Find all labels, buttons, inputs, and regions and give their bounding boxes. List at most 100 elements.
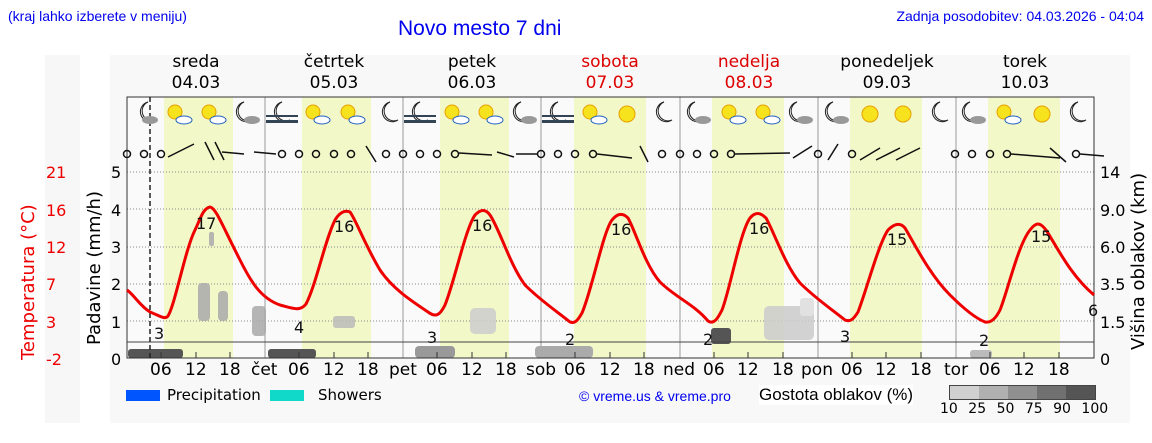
cloud-tick: 3.5 bbox=[1100, 275, 1126, 294]
density-swatch bbox=[1008, 386, 1037, 399]
svg-text:15: 15 bbox=[1031, 227, 1051, 246]
sun-icon bbox=[618, 105, 636, 123]
moon-cloud-icon bbox=[788, 101, 813, 124]
moon-icon bbox=[931, 101, 949, 123]
hour-label: 12 bbox=[185, 360, 207, 380]
cloud-density-label: Gostota oblakov (%) bbox=[759, 385, 914, 405]
precip-tick: 1 bbox=[111, 313, 122, 332]
day-short-label: pon bbox=[801, 360, 833, 380]
cloud-tick: 14 bbox=[1100, 163, 1121, 182]
cloud-density-scale bbox=[949, 385, 1096, 400]
hour-label: 12 bbox=[875, 360, 897, 380]
hour-label: 18 bbox=[910, 360, 932, 380]
hour-label: 06 bbox=[150, 360, 172, 380]
day-separators bbox=[264, 97, 957, 358]
sun-cloud-icon bbox=[167, 104, 193, 125]
svg-text:3: 3 bbox=[427, 328, 437, 347]
density-swatch bbox=[1066, 386, 1095, 399]
sun-icon bbox=[861, 105, 879, 123]
cloud-density-ticks: 10 25 50 75 90 100 bbox=[940, 401, 1109, 417]
day-header: petek 06.03 bbox=[447, 52, 497, 93]
weather-icons bbox=[139, 101, 1087, 125]
moon-icon bbox=[1069, 101, 1087, 123]
low-cloud-band bbox=[128, 328, 992, 358]
wind-barbs bbox=[122, 141, 1105, 163]
temp-labels: 3 17 4 16 3 16 2 16 2 16 3 15 2 15 6 bbox=[154, 214, 1098, 350]
credit-link[interactable]: © vreme.us & vreme.pro bbox=[579, 388, 731, 404]
temp-tick: 7 bbox=[46, 275, 57, 294]
temp-axis-panel bbox=[45, 55, 80, 423]
svg-text:16: 16 bbox=[472, 216, 492, 235]
cloud-blobs bbox=[198, 232, 814, 340]
density-swatch bbox=[979, 386, 1008, 399]
sun-icon bbox=[1033, 105, 1051, 123]
precipitation-swatch bbox=[126, 390, 160, 401]
svg-text:6: 6 bbox=[1088, 301, 1098, 320]
hour-label: 06 bbox=[841, 360, 863, 380]
last-update: Zadnja posodobitev: 04.03.2026 - 04:04 bbox=[896, 8, 1144, 24]
sun-cloud-icon bbox=[305, 104, 331, 125]
page-title: Novo mesto 7 dni bbox=[398, 17, 562, 40]
svg-text:2: 2 bbox=[979, 331, 989, 350]
hour-label: 12 bbox=[599, 360, 621, 380]
moon-cloud-icon bbox=[824, 101, 849, 124]
hour-label: 18 bbox=[495, 360, 517, 380]
sun-cloud-icon bbox=[755, 104, 781, 125]
moon-fog-icon bbox=[266, 101, 298, 123]
showers-legend-label: Showers bbox=[318, 386, 382, 404]
day-header: ponedeljek 09.03 bbox=[840, 52, 934, 93]
sun-cloud-icon bbox=[201, 104, 227, 125]
hour-label: 06 bbox=[979, 360, 1001, 380]
region-hint[interactable]: (kraj lahko izberete v meniju) bbox=[8, 8, 187, 24]
hour-ticks bbox=[160, 352, 1060, 358]
day-header: četrtek 05.03 bbox=[303, 52, 365, 93]
sun-cloud-icon bbox=[996, 104, 1022, 125]
sun-cloud-icon bbox=[582, 104, 608, 125]
gridlines bbox=[127, 171, 1094, 322]
hour-label: 12 bbox=[1013, 360, 1035, 380]
hour-label: 18 bbox=[357, 360, 379, 380]
day-short-label: pet bbox=[389, 360, 417, 380]
showers-swatch bbox=[270, 390, 304, 401]
cloud-tick: 1.5 bbox=[1100, 313, 1126, 332]
moon-icon bbox=[381, 101, 399, 123]
density-swatch bbox=[1037, 386, 1066, 399]
sun-icon bbox=[894, 105, 912, 123]
day-short-label: sob bbox=[526, 360, 557, 380]
hour-label: 12 bbox=[737, 360, 759, 380]
precip-tick: 5 bbox=[111, 163, 122, 182]
moon-cloud-icon bbox=[235, 101, 260, 124]
precip-tick: 4 bbox=[111, 201, 122, 220]
svg-text:3: 3 bbox=[840, 327, 850, 346]
moon-cloud-icon bbox=[961, 101, 986, 124]
hour-label: 06 bbox=[426, 360, 448, 380]
density-swatch bbox=[950, 386, 979, 399]
hour-label: 18 bbox=[633, 360, 655, 380]
svg-text:16: 16 bbox=[749, 219, 769, 238]
day-header: torek 10.03 bbox=[1000, 52, 1050, 93]
hour-label: 12 bbox=[461, 360, 483, 380]
day-header: nedelja 08.03 bbox=[717, 52, 781, 93]
hour-label: 06 bbox=[564, 360, 586, 380]
moon-icon bbox=[655, 101, 673, 123]
hour-label: 18 bbox=[1048, 360, 1070, 380]
temperature-line bbox=[126, 205, 1095, 324]
svg-text:2: 2 bbox=[565, 330, 575, 349]
hour-label: 18 bbox=[772, 360, 794, 380]
moon-fog-icon bbox=[542, 101, 574, 123]
moon-fog-icon bbox=[404, 101, 436, 123]
precip-tick: 0 bbox=[111, 350, 122, 369]
precip-tick: 2 bbox=[111, 275, 122, 294]
precip-tick: 3 bbox=[111, 238, 122, 257]
hour-label: 06 bbox=[288, 360, 310, 380]
precipitation-legend-label: Precipitation bbox=[167, 386, 261, 404]
day-short-label: tor bbox=[944, 360, 969, 380]
day-short-label: čet bbox=[251, 360, 278, 380]
cloud-tick: 0 bbox=[1100, 350, 1111, 369]
day-header: sreda 04.03 bbox=[171, 52, 221, 93]
svg-text:4: 4 bbox=[294, 318, 304, 337]
cloud-tick: 6.0 bbox=[1100, 238, 1126, 257]
svg-text:15: 15 bbox=[887, 230, 907, 249]
svg-text:3: 3 bbox=[154, 324, 164, 343]
